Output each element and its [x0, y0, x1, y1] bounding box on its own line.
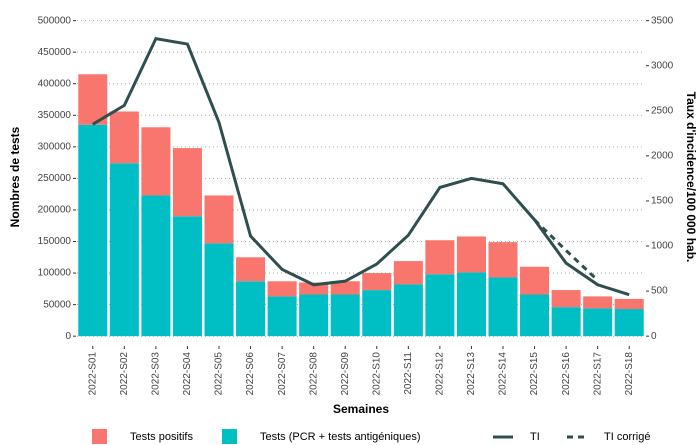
legend-label: TI corrigé [604, 431, 650, 443]
y-tick-label: 100000 [38, 268, 72, 279]
y2-axis-title: Taux d'incidence/100 000 hab. [684, 92, 698, 263]
bar [141, 195, 171, 337]
bar [488, 277, 518, 337]
bar [362, 273, 392, 291]
bar [330, 281, 360, 295]
y-tick-label: 350000 [38, 110, 72, 121]
y2-tick-label: 500 [651, 286, 668, 297]
legend-swatch [222, 429, 237, 444]
bar [551, 307, 581, 337]
legend-label: TI [530, 431, 540, 443]
bar [583, 308, 613, 337]
x-tick-label: 2022-S16 [561, 352, 572, 396]
bar [583, 296, 613, 309]
bar [204, 243, 234, 337]
bar [172, 148, 202, 217]
bar [393, 284, 423, 337]
bar [172, 216, 202, 337]
bar [236, 257, 266, 282]
y-tick-label: 200000 [38, 205, 72, 216]
y2-tick-label: 3500 [651, 15, 674, 26]
x-tick-label: 2022-S03 [151, 352, 162, 396]
y-tick-label: 450000 [38, 47, 72, 58]
bar [520, 294, 550, 337]
y-tick-label: 500000 [38, 15, 72, 26]
bar [488, 242, 518, 278]
bar [299, 294, 329, 337]
legend-label: Tests (PCR + tests antigéniques) [260, 431, 421, 443]
y2-tick-label: 1500 [651, 196, 674, 207]
y-tick-label: 300000 [38, 141, 72, 152]
y-tick-label: 50000 [43, 299, 71, 310]
y2-tick-label: 2000 [651, 150, 674, 161]
bar [425, 274, 455, 337]
bar [236, 281, 266, 337]
x-tick-label: 2022-S15 [529, 352, 540, 396]
y2-tick-label: 1000 [651, 241, 674, 252]
y-tick-label: 150000 [38, 236, 72, 247]
x-tick-label: 2022-S09 [340, 352, 351, 396]
line [533, 218, 599, 282]
bar [78, 124, 108, 337]
bar [141, 127, 171, 196]
bar [551, 290, 581, 308]
x-tick-label: 2022-S07 [277, 352, 288, 396]
x-axis-title: Semaines [333, 402, 389, 416]
x-tick-label: 2022-S11 [403, 352, 414, 395]
bar [456, 272, 486, 337]
bar [299, 282, 329, 295]
y2-tick-label: 0 [651, 331, 657, 342]
x-tick-label: 2022-S12 [435, 352, 446, 396]
x-tick-label: 2022-S04 [182, 352, 193, 396]
bar [204, 195, 234, 244]
y-axis-title: Nombres de tests [8, 126, 22, 227]
bar [614, 298, 644, 310]
bar [520, 266, 550, 295]
x-tick-label: 2022-S05 [214, 352, 225, 396]
y2-tick-label: 2500 [651, 105, 674, 116]
x-tick-label: 2022-S06 [245, 352, 256, 396]
x-tick-label: 2022-S02 [119, 352, 130, 396]
bar [614, 309, 644, 337]
legend-label: Tests positifs [130, 431, 193, 443]
bar [330, 294, 360, 337]
bar [425, 240, 455, 275]
x-tick-label: 2022-S01 [87, 352, 98, 396]
bar [456, 236, 486, 273]
y-tick-label: 400000 [38, 78, 72, 89]
legend-swatch [92, 429, 107, 444]
x-tick-label: 2022-S08 [308, 352, 319, 396]
y-tick-label: 250000 [38, 173, 72, 184]
x-tick-label: 2022-S13 [466, 352, 477, 396]
bar [109, 163, 139, 337]
x-tick-label: 2022-S18 [624, 352, 635, 396]
bar [267, 296, 297, 337]
y2-tick-label: 3000 [651, 60, 674, 71]
bar [393, 261, 423, 285]
x-tick-label: 2022-S10 [371, 352, 382, 396]
bar [109, 111, 139, 164]
line [92, 36, 630, 297]
bar [362, 290, 392, 337]
x-tick-label: 2022-S17 [592, 352, 603, 396]
bar [267, 281, 297, 297]
bar [78, 74, 108, 125]
y-tick-label: 0 [65, 331, 71, 342]
x-tick-label: 2022-S14 [498, 352, 509, 396]
